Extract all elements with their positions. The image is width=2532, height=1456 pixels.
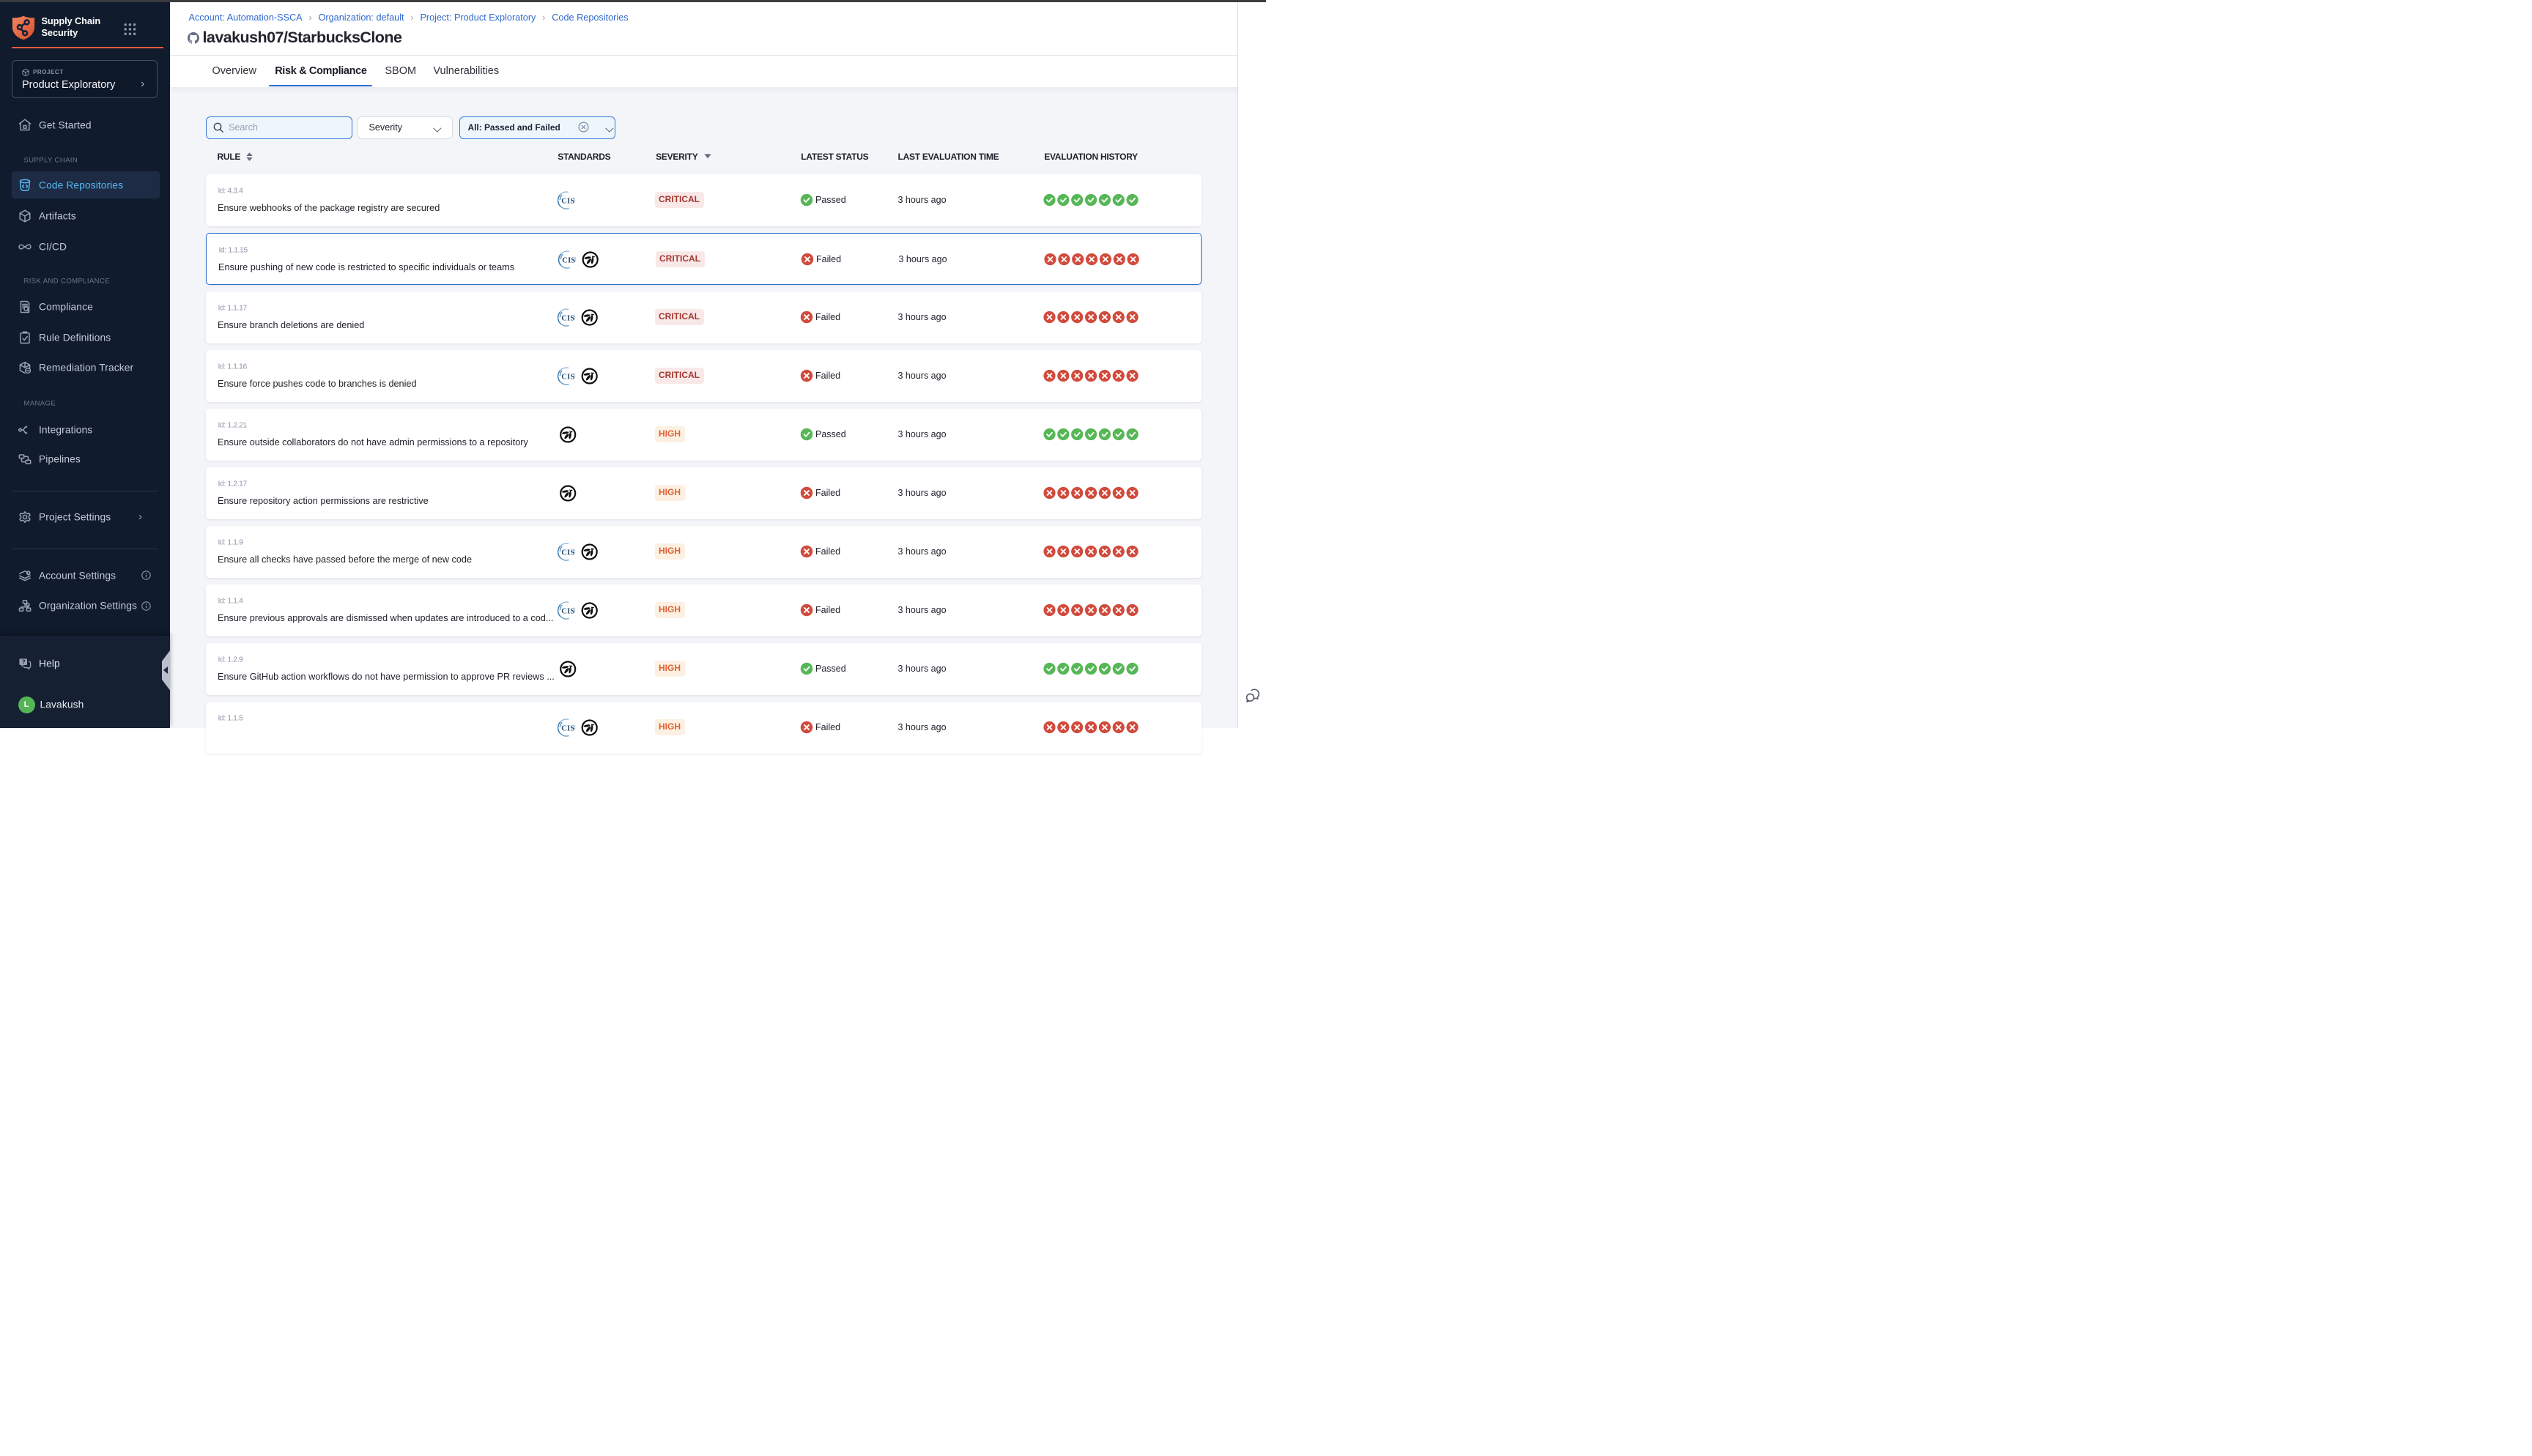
svg-text:CIS: CIS bbox=[561, 373, 574, 381]
svg-text:CIS: CIS bbox=[561, 607, 574, 615]
svg-text:CIS: CIS bbox=[561, 724, 574, 732]
svg-text:CIS: CIS bbox=[561, 314, 574, 322]
svg-text:?: ? bbox=[21, 658, 25, 665]
svg-text:CIS: CIS bbox=[561, 549, 574, 557]
svg-text:CIS: CIS bbox=[562, 256, 575, 264]
svg-text:CIS: CIS bbox=[561, 197, 574, 205]
